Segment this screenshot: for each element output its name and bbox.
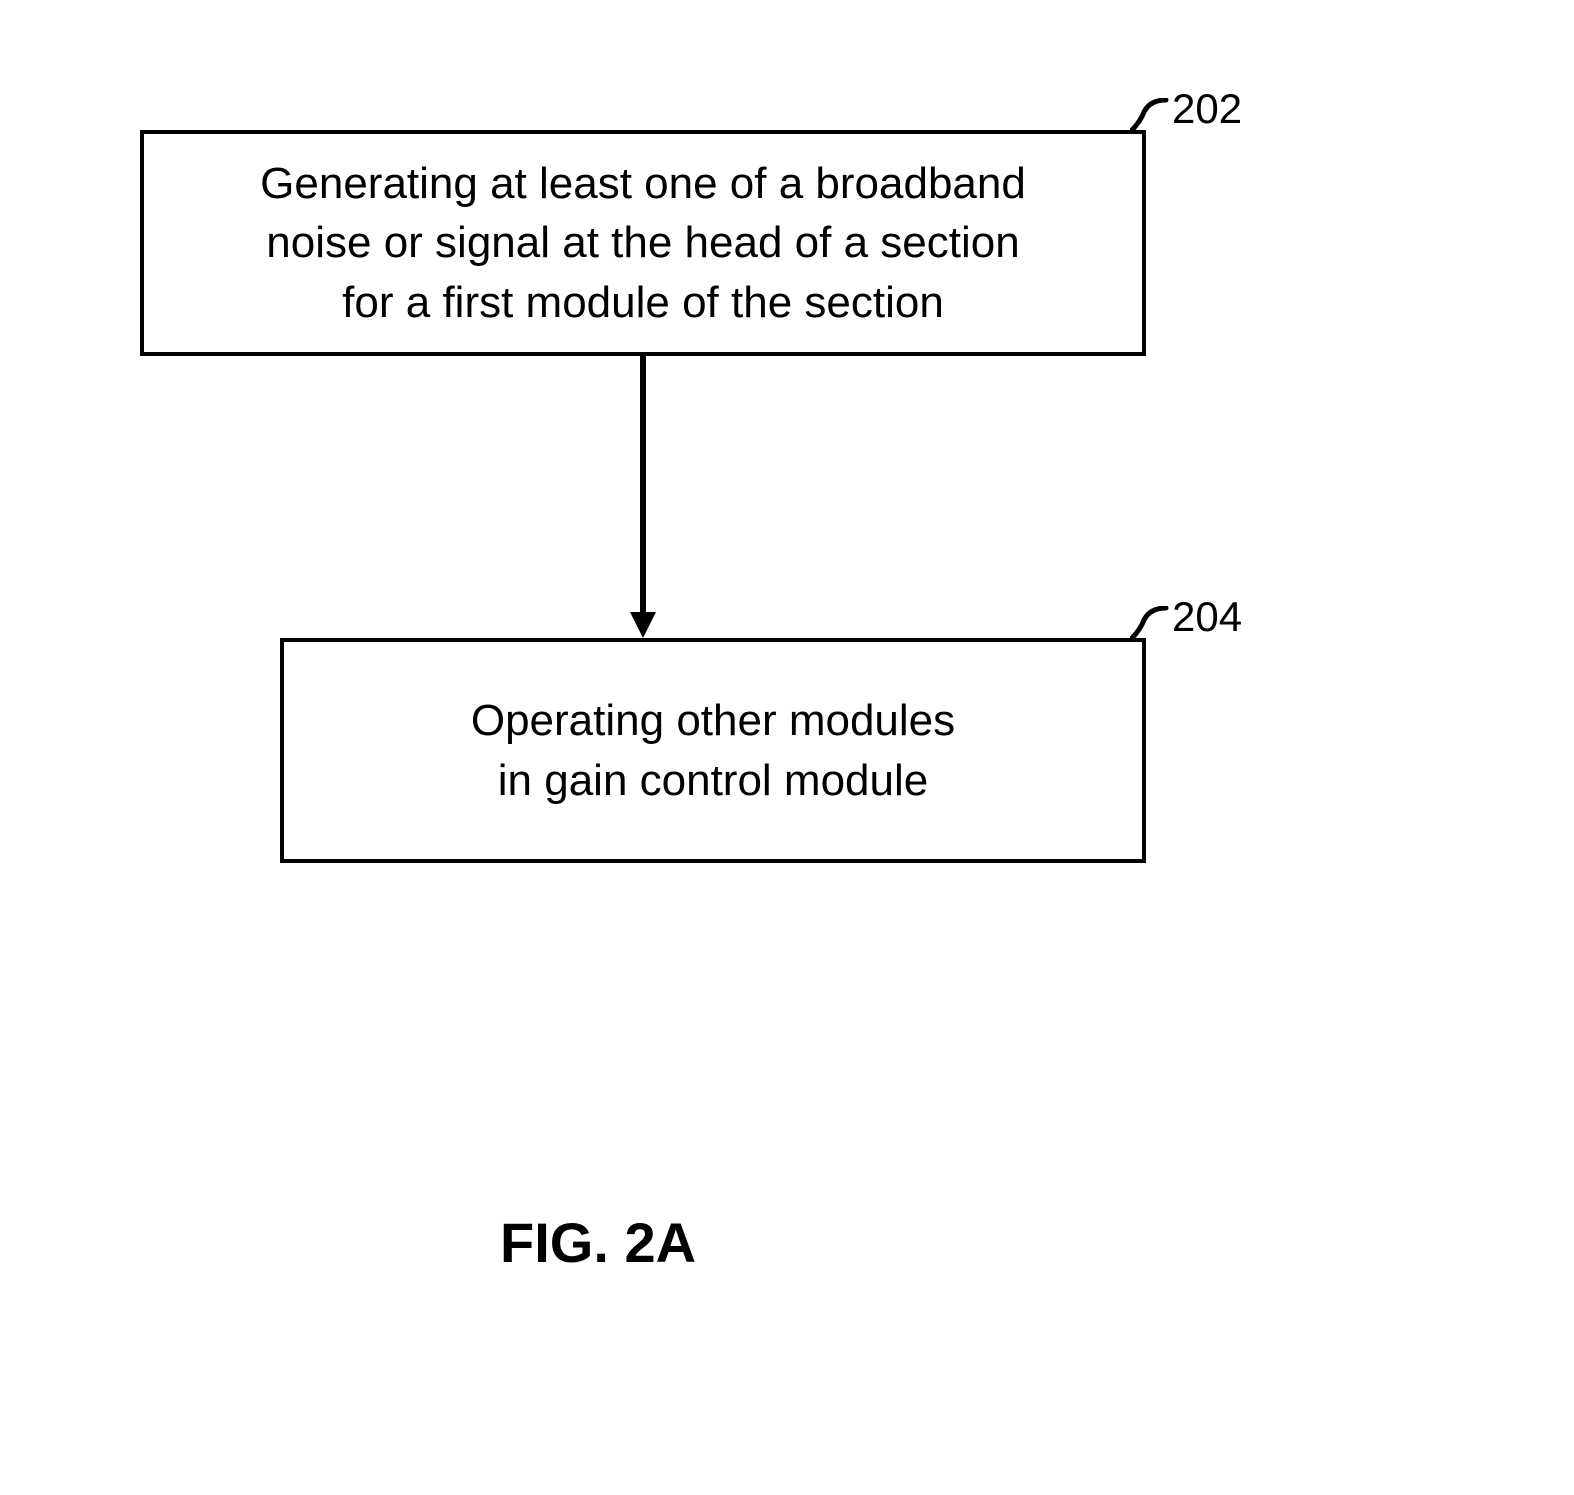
flowchart-node-202: Generating at least one of a broadband n… xyxy=(140,130,1146,356)
label-curve-204 xyxy=(1130,606,1170,641)
flowchart-container: Generating at least one of a broadband n… xyxy=(0,0,1574,1495)
label-curve-202 xyxy=(1130,98,1170,133)
node-204-label: 204 xyxy=(1172,593,1242,641)
figure-label: FIG. 2A xyxy=(500,1210,696,1275)
node-204-text: Operating other modules in gain control … xyxy=(441,681,985,820)
flowchart-node-204: Operating other modules in gain control … xyxy=(280,638,1146,863)
arrow-head-icon xyxy=(630,612,656,641)
arrow-line xyxy=(640,356,646,612)
node-202-text: Generating at least one of a broadband n… xyxy=(230,144,1056,342)
node-202-label: 202 xyxy=(1172,85,1242,133)
